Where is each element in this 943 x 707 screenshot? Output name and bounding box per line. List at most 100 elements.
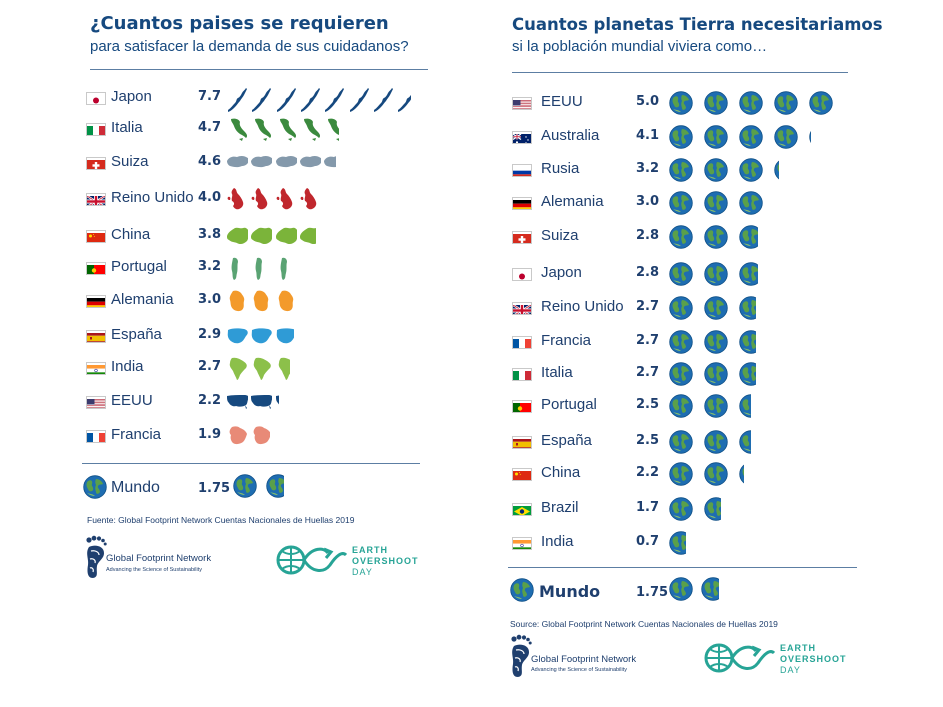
country-shape-icon-5: [323, 117, 339, 143]
bar-row-japon: Japon 2.8: [470, 262, 930, 288]
bar-row-portugal: Portugal 3.2: [0, 256, 440, 282]
value-label: 2.8: [636, 228, 660, 243]
right-mundo-value: 1.75: [636, 585, 669, 600]
bar-row-italia: Italia 2.7: [470, 362, 930, 388]
country-shape-icon-2: [250, 151, 273, 177]
bar-row-eeuu: EEUU 5.0: [470, 91, 930, 117]
earth-icon-3: [739, 394, 751, 420]
earth-icon-3: [739, 296, 756, 322]
country-shape-icon-3: [275, 151, 297, 177]
flag-it-icon: [512, 368, 532, 381]
country-shape-icon-2: [250, 256, 272, 282]
bar-row-india: India 2.7: [0, 356, 440, 382]
category-label: España: [541, 432, 592, 449]
earth-icon-2: [704, 91, 728, 117]
value-label: 5.0: [636, 94, 660, 109]
country-shape-icon-4: [299, 187, 321, 213]
earth-icon-3: [739, 125, 763, 151]
value-label: 4.6: [198, 154, 222, 169]
earth-icon-5: [809, 125, 811, 151]
earth-icon-2: [704, 430, 728, 456]
category-label: EEUU: [541, 93, 583, 110]
value-label: 3.0: [198, 292, 222, 307]
flag-ch-icon: [512, 231, 532, 244]
category-label: Australia: [541, 127, 600, 144]
right-source: Source: Global Footprint Network Cuentas…: [510, 619, 778, 629]
value-label: 4.7: [198, 120, 222, 135]
right-title: Cuantos planetas Tierra necesitariamos: [512, 15, 883, 34]
category-label: EEUU: [111, 392, 153, 409]
country-shape-icon-1: [226, 151, 248, 177]
flag-es-icon: [86, 330, 106, 343]
gfn-tagline: Advancing the Science of Sustainability: [531, 667, 628, 673]
bar-row-suiza: Suiza 2.8: [470, 225, 930, 251]
earth-icon-2: [704, 262, 728, 288]
country-shape-icon-6: [348, 86, 370, 112]
flag-jp-icon: [86, 92, 106, 105]
bar-row-reino-unido: Reino Unido 2.7: [470, 296, 930, 322]
gfn-tagline: Advancing the Science of Sustainability: [106, 567, 203, 573]
eod-line2: OVERSHOOT: [780, 654, 847, 664]
category-label: Italia: [541, 364, 573, 381]
flag-de-icon: [86, 295, 106, 308]
earth-icon-1: [669, 362, 693, 388]
left-source: Fuente: Global Footprint Network Cuentas…: [87, 515, 355, 525]
left-title: ¿Cuantos paises se requieren: [90, 13, 389, 34]
right-panel: Cuantos planetas Tierra necesitariamos s…: [470, 0, 943, 707]
country-shape-icon-1: [226, 424, 248, 450]
category-label: China: [541, 464, 581, 481]
category-label: Suiza: [541, 227, 579, 244]
earth-icon-1: [669, 497, 693, 523]
value-label: 3.2: [636, 161, 660, 176]
eod-line1: EARTH: [352, 545, 388, 555]
earth-icon-4: [774, 158, 779, 184]
right-subtitle: si la población mundial viviera como…: [512, 38, 768, 55]
eod-line2: OVERSHOOT: [352, 556, 419, 566]
country-shape-icon-2: [250, 324, 273, 350]
overshoot-icon: [276, 543, 348, 577]
earth-icon-1: [669, 330, 693, 356]
country-shape-icon-1: [226, 187, 248, 213]
earth-icon-1: [233, 474, 257, 500]
country-shape-icon-1: [226, 224, 248, 250]
earth-icon-3: [739, 330, 756, 356]
footprint-icon: [510, 634, 532, 678]
category-label: Francia: [541, 332, 592, 349]
country-shape-icon-2: [250, 86, 272, 112]
flag-ru-icon: [512, 164, 532, 177]
left-subtitle: para satisfacer la demanda de sus cuidad…: [90, 38, 409, 55]
earth-icon-2: [701, 577, 719, 603]
country-shape-icon-1: [226, 356, 248, 382]
category-label: India: [111, 358, 144, 375]
country-shape-icon-3: [275, 86, 297, 112]
bar-row-reino-unido: Reino Unido 4.0: [0, 187, 440, 213]
earth-icon-4: [774, 91, 798, 117]
earth-icon-2: [704, 362, 728, 388]
earth-icon-2: [704, 497, 721, 523]
country-shape-icon-4: [299, 117, 321, 143]
value-label: 3.2: [198, 259, 222, 274]
country-shape-icon-3: [275, 390, 279, 416]
bar-row-francia: Francia 1.9: [0, 424, 440, 450]
flag-au-icon: [512, 131, 532, 144]
category-label: Italia: [111, 119, 143, 136]
earth-icon-2: [704, 462, 728, 488]
country-shape-icon-5: [323, 86, 345, 112]
earth-icon-1: [669, 577, 693, 603]
earth-icon-2: [704, 394, 728, 420]
country-shape-icon-4: [299, 86, 321, 112]
category-label: Japon: [111, 88, 152, 105]
flag-de-icon: [512, 197, 532, 210]
earth-icon-4: [774, 125, 798, 151]
earth-icon-5: [809, 91, 833, 117]
earth-icon-2: [704, 296, 728, 322]
earth-icon-2: [704, 330, 728, 356]
country-shape-icon-1: [226, 390, 248, 416]
bar-row-españa: España 2.5: [470, 430, 930, 456]
bar-row-china: China 2.2: [470, 462, 930, 488]
country-shape-icon-4: [299, 224, 317, 250]
category-label: China: [111, 226, 151, 243]
value-label: 2.7: [636, 365, 660, 380]
earth-icon-1: [669, 225, 693, 251]
flag-us-icon: [512, 97, 532, 110]
